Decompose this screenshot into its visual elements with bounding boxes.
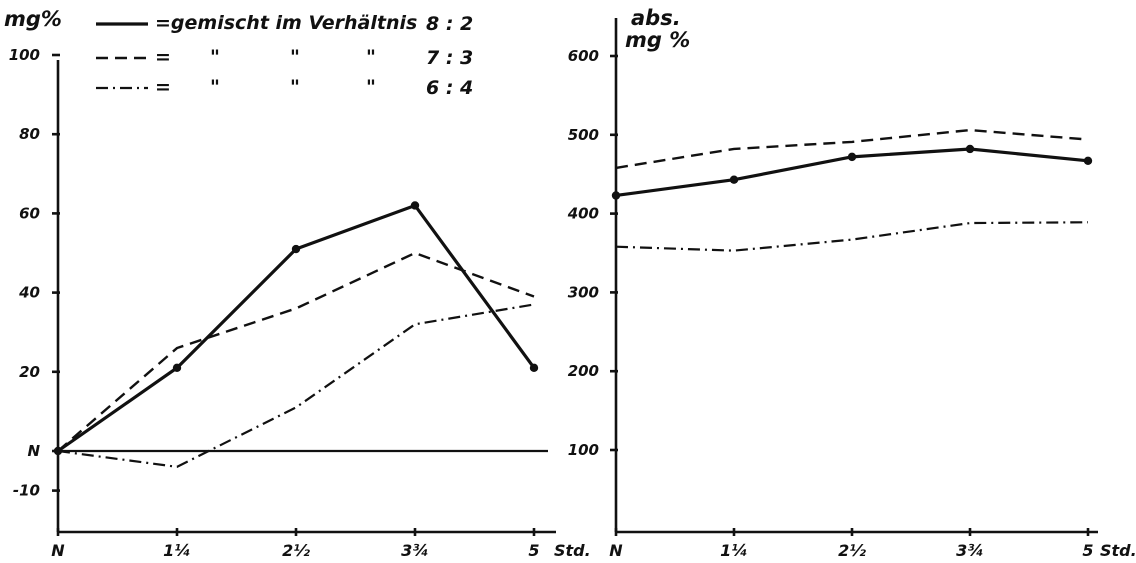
y-tick-label: -10	[13, 482, 40, 500]
y-tick-label: 400	[567, 205, 599, 223]
series-line-dashdot	[615, 221, 1089, 252]
x-tick-label: 5	[1082, 541, 1093, 560]
legend-entry-text: =	[155, 76, 171, 98]
data-point	[172, 363, 182, 373]
legend-ditto-mark: "	[290, 46, 300, 68]
y-tick-label: 200	[568, 362, 599, 380]
legend-ditto-mark: "	[210, 76, 220, 98]
data-point	[729, 175, 739, 184]
x-tick-label: 1¼	[163, 541, 191, 560]
data-point	[611, 191, 621, 200]
x-tick-label: N	[51, 541, 65, 560]
x-tick-label: N	[609, 541, 623, 560]
legend-ratio: 6 : 4	[426, 77, 473, 99]
x-tick-label: 2½	[282, 541, 310, 560]
legend-ditto-mark: "	[366, 76, 376, 98]
legend-ratio: 8 : 2	[426, 13, 473, 35]
y-tick-label: 600	[568, 47, 599, 65]
legend-ditto-mark: "	[290, 76, 300, 98]
data-point	[410, 201, 420, 210]
series-line-dash	[615, 128, 1089, 170]
left-chart-panel: 100 80 60 40 20 N -10 N 1¼ 2½ 3¾ 5 Std. mg%	[4, 7, 591, 560]
y-tick-label: 80	[19, 125, 40, 143]
legend-ratio: 7 : 3	[426, 47, 473, 69]
series-line-dash	[57, 251, 535, 452]
y-tick-label: 60	[19, 204, 40, 222]
x-tick-label: 2½	[838, 541, 866, 560]
data-point	[847, 152, 857, 162]
y-tick-label: 300	[568, 283, 599, 301]
x-tick-label: 3¾	[401, 541, 429, 560]
x-unit-label: Std.	[554, 541, 591, 560]
right-chart-panel: 600 500 400 300 200 100 N 1¼ 2½ 3¾ 5 Std. abs. mg %	[567, 6, 1136, 560]
x-tick-label: 3¾	[956, 541, 984, 560]
series-line-solid	[57, 203, 536, 453]
y-tick-label: N	[27, 442, 40, 460]
y-unit-label: mg%	[4, 7, 62, 31]
y-tick-label: 500	[568, 126, 599, 144]
data-point	[291, 244, 301, 254]
y-tick-label: 40	[18, 284, 40, 302]
legend: =gemischt im Verhältnis 8 : 2 = " " " 7 : 3 = " "…	[96, 12, 473, 99]
y-tick-label: 20	[19, 363, 40, 381]
legend-entry-text: =gemischt im Verhältnis	[155, 12, 417, 34]
legend-ditto-mark: "	[210, 46, 220, 68]
legend-ditto-mark: "	[366, 46, 376, 68]
series-line-dashdot	[57, 303, 535, 468]
x-tick-label: 5	[528, 541, 539, 560]
data-point	[1083, 156, 1093, 166]
data-point	[529, 363, 539, 373]
data-point	[965, 144, 975, 154]
x-tick-label: 1¼	[720, 541, 748, 560]
x-unit-label: Std.	[1100, 541, 1136, 560]
legend-entry-text: =	[155, 46, 171, 68]
y-tick-label: 100	[9, 46, 40, 64]
y-unit-label: abs. mg %	[625, 6, 690, 52]
y-tick-label: 100	[568, 441, 599, 459]
